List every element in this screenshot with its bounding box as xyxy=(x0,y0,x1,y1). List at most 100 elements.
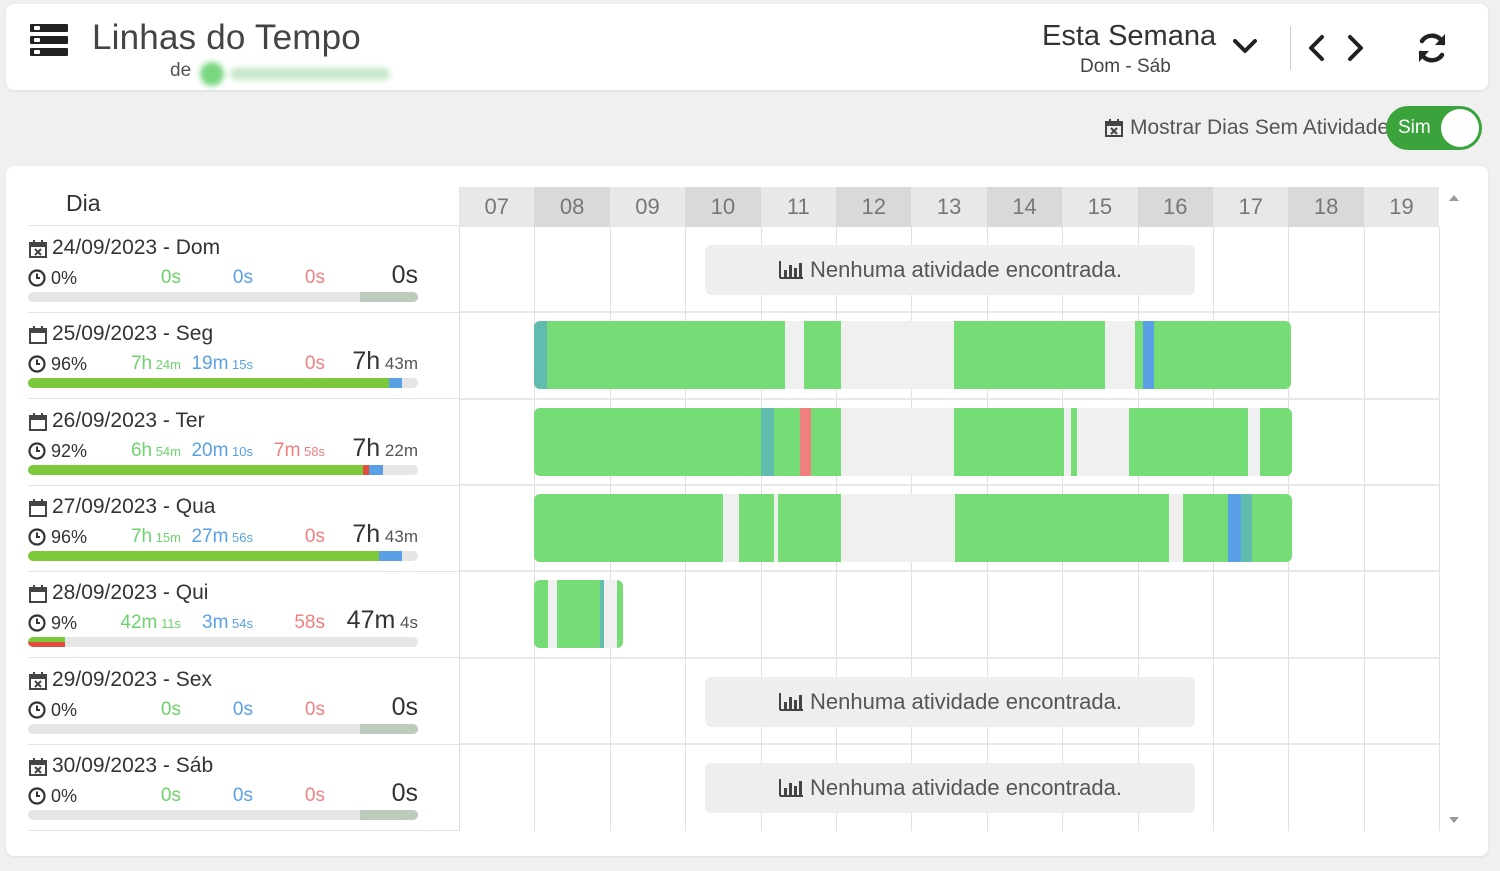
timeline-segment-productive[interactable] xyxy=(1259,407,1293,476)
timeline-bar[interactable] xyxy=(534,321,1291,390)
progress-fill-productive xyxy=(28,637,66,643)
timeline-segment-productive[interactable] xyxy=(777,493,842,562)
neutral-time-sub: 15s xyxy=(228,357,253,373)
timeline-bar[interactable] xyxy=(534,407,1293,476)
timeline-segment-productive[interactable] xyxy=(1154,321,1291,390)
clock-icon xyxy=(28,355,46,378)
neutral-time-main: 0s xyxy=(232,784,253,806)
chevron-right-icon[interactable] xyxy=(1346,34,1366,67)
timeline-segment-productive[interactable] xyxy=(557,580,600,649)
day-percentage: 96% xyxy=(51,526,88,547)
total-time: 7h 22m xyxy=(298,434,418,463)
scroll-down-arrow[interactable] xyxy=(1449,817,1459,823)
day-row: 26/09/2023 - Ter 92% 6h 54m 20m 10s 7m 58s 7h… xyxy=(28,400,460,486)
hour-header-18: 18 xyxy=(1288,187,1364,227)
row-divider xyxy=(28,570,460,572)
total-time-sub: 4s xyxy=(395,613,418,633)
row-divider xyxy=(28,484,460,486)
timeline-segment-productive[interactable] xyxy=(811,407,842,476)
refresh-icon[interactable] xyxy=(1414,30,1450,71)
productive-time-main: 6h xyxy=(130,439,153,461)
grid-hline xyxy=(460,570,1440,573)
day-percentage: 0% xyxy=(51,785,78,806)
header-divider xyxy=(1290,26,1291,70)
timeline-segment-neutral[interactable] xyxy=(1228,493,1241,562)
timeline-segment-teal[interactable] xyxy=(1240,493,1253,562)
timeline-segment-productive[interactable] xyxy=(534,580,548,649)
day-progress-bar xyxy=(28,809,418,820)
productive-time: 42m 11s xyxy=(81,612,181,634)
day-date: 29/09/2023 - Sex xyxy=(52,667,212,691)
day-percentage: 9% xyxy=(51,613,78,634)
grid-vline xyxy=(1439,227,1441,831)
chevron-down-icon[interactable] xyxy=(1232,38,1258,61)
total-time-main: 7h xyxy=(352,433,381,462)
timeline-segment-productive[interactable] xyxy=(534,407,761,476)
day-date: 25/09/2023 - Seg xyxy=(52,322,214,346)
hour-header-08: 08 xyxy=(534,187,610,227)
hour-header-15: 15 xyxy=(1062,187,1138,227)
menu-list-icon[interactable] xyxy=(30,24,70,58)
timeline-bar[interactable] xyxy=(534,493,1293,562)
timeline-segment-productive[interactable] xyxy=(1071,407,1078,476)
timeline-segment-productive[interactable] xyxy=(534,493,723,562)
timeline-bar[interactable] xyxy=(534,580,624,649)
neutral-time-main: 27m xyxy=(191,525,229,547)
productive-time-sub: 54m xyxy=(152,443,181,459)
total-time: 7h 43m xyxy=(298,347,418,376)
productive-time: 0s xyxy=(81,785,181,807)
scrollbar[interactable] xyxy=(1445,187,1465,831)
hour-header-11: 11 xyxy=(760,187,836,227)
empty-activity-text: Nenhuma atividade encontrada. xyxy=(810,257,1122,282)
total-time-main: 7h xyxy=(352,347,381,376)
calendar-x-icon xyxy=(28,757,48,782)
timeline-segment-teal[interactable] xyxy=(534,321,548,390)
timeline-segment-productive[interactable] xyxy=(803,321,842,390)
clock-icon xyxy=(28,441,46,465)
subtitle-prefix: de xyxy=(170,60,192,81)
total-time-sub: 22m xyxy=(380,440,418,460)
scroll-up-arrow[interactable] xyxy=(1449,195,1459,201)
unproductive-time: 58s xyxy=(225,612,325,634)
total-time: 0s xyxy=(298,693,418,722)
productive-time: 7h 24m xyxy=(81,353,181,375)
show-empty-days-toggle[interactable]: Sim xyxy=(1386,106,1482,150)
timeline-segment-productive[interactable] xyxy=(774,407,800,476)
total-time-main: 7h xyxy=(352,519,381,548)
neutral-time-main: 3m xyxy=(202,612,229,634)
range-title[interactable]: Esta Semana xyxy=(1042,20,1217,52)
timeline-segment-productive[interactable] xyxy=(547,321,786,390)
timeline-segment-productive[interactable] xyxy=(954,407,1064,476)
timeline-segment-productive[interactable] xyxy=(739,493,775,562)
page-title: Linhas do Tempo xyxy=(92,18,361,57)
timeline-segment-unproductive[interactable] xyxy=(799,407,812,476)
empty-activity-message: Nenhuma atividade encontrada. xyxy=(705,676,1195,727)
progress-fill-neutral xyxy=(379,550,403,561)
calendar-icon xyxy=(28,325,48,350)
chevron-left-icon[interactable] xyxy=(1306,34,1326,67)
user-avatar-blurred xyxy=(200,60,396,86)
timeline-segment-productive[interactable] xyxy=(1135,321,1143,390)
timeline-segment-teal[interactable] xyxy=(599,580,604,649)
neutral-time: 0s xyxy=(153,267,253,289)
day-row: 27/09/2023 - Qua 96% 7h 15m 27m 56s 0s 7h 43m xyxy=(28,486,460,572)
timeline-segment-productive[interactable] xyxy=(1128,407,1249,476)
neutral-time-main: 19m xyxy=(191,353,229,375)
total-time-sub: 43m xyxy=(380,354,418,374)
day-percentage: 0% xyxy=(51,699,78,720)
total-time-main: 0s xyxy=(391,261,418,289)
hour-header-12: 12 xyxy=(836,187,912,227)
progress-remaining xyxy=(360,809,418,820)
neutral-time: 20m 10s xyxy=(153,440,253,462)
timeline-segment-teal[interactable] xyxy=(760,407,775,476)
timeline-segment-productive[interactable] xyxy=(617,580,624,649)
timeline-segment-productive[interactable] xyxy=(954,321,1106,390)
timeline-segment-productive[interactable] xyxy=(1182,493,1229,562)
timeline-segment-productive[interactable] xyxy=(955,493,1170,562)
day-date: 30/09/2023 - Sáb xyxy=(52,753,214,777)
unproductive-time-main: 0s xyxy=(304,353,325,375)
timeline-segment-neutral[interactable] xyxy=(1142,321,1155,390)
timeline-segment-productive[interactable] xyxy=(1252,493,1293,562)
unproductive-time: 0s xyxy=(225,353,325,375)
row-divider xyxy=(28,829,460,831)
